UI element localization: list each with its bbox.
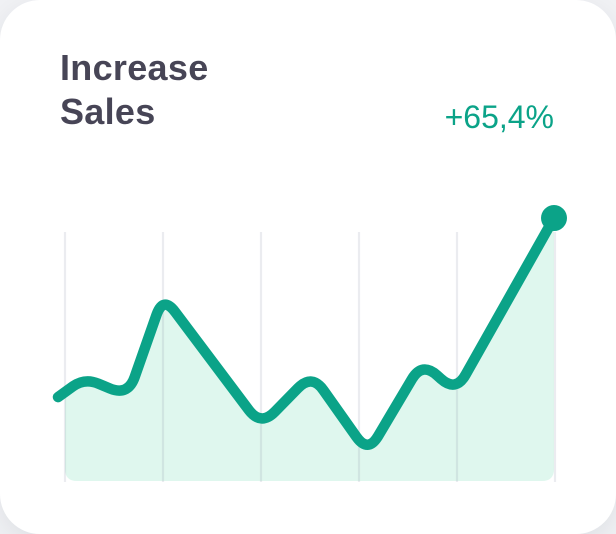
- title-line-1: Increase: [60, 47, 209, 88]
- page-title: Increase Sales: [60, 46, 209, 134]
- chart-area-fill: [58, 218, 554, 481]
- title-line-2: Sales: [60, 91, 156, 132]
- chart-line: [52, 212, 560, 450]
- trend-value: +65,4%: [444, 99, 554, 135]
- chart-endpoint-dot: [541, 205, 567, 232]
